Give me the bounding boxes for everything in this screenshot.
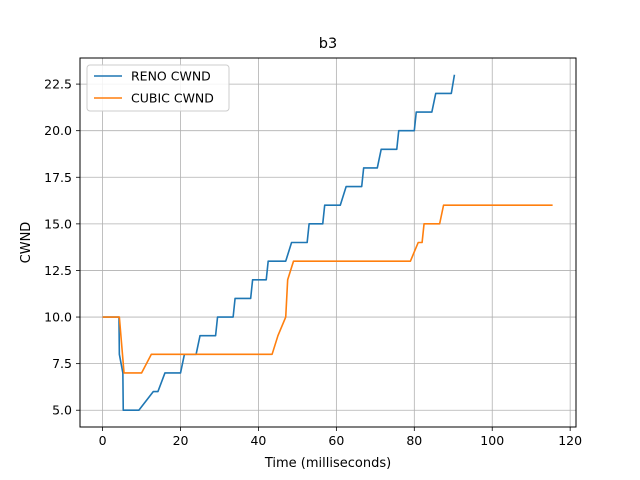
y-tick-label: 10.0 <box>44 310 72 325</box>
legend-box <box>86 64 230 112</box>
y-tick-label: 15.0 <box>44 216 72 231</box>
x-tick-label: 80 <box>406 433 422 448</box>
series-layer <box>102 74 553 412</box>
series-line-cubic <box>102 204 553 374</box>
legend: RENO CWND CUBIC CWND <box>86 64 230 112</box>
y-tick-label: 17.5 <box>44 170 72 185</box>
y-tick-label: 22.5 <box>44 77 72 92</box>
x-tick-label: 100 <box>480 433 504 448</box>
y-tick-label: 12.5 <box>44 263 72 278</box>
x-tick-label: 60 <box>328 433 344 448</box>
x-axis-label: Time (milliseconds) <box>264 456 391 471</box>
y-tick-label: 7.5 <box>52 356 72 371</box>
axis-ticks: 0 20 40 60 80 100 120 5.0 7.5 10.0 12.5 15.0 17.5 20.… <box>44 77 582 448</box>
plot-frame <box>79 57 577 428</box>
legend-label-reno: RENO CWND <box>131 69 211 84</box>
x-tick-label: 120 <box>558 433 582 448</box>
x-tick-label: 40 <box>250 433 266 448</box>
grid-lines <box>80 58 576 427</box>
y-tick-label: 20.0 <box>44 123 72 138</box>
x-tick-label: 0 <box>99 433 107 448</box>
chart-title: b3 <box>319 36 337 52</box>
y-tick-label: 5.0 <box>52 403 72 418</box>
series-line-reno <box>102 74 456 412</box>
x-tick-label: 20 <box>173 433 189 448</box>
y-axis-label: CWND <box>19 222 34 264</box>
legend-label-cubic: CUBIC CWND <box>131 91 214 106</box>
